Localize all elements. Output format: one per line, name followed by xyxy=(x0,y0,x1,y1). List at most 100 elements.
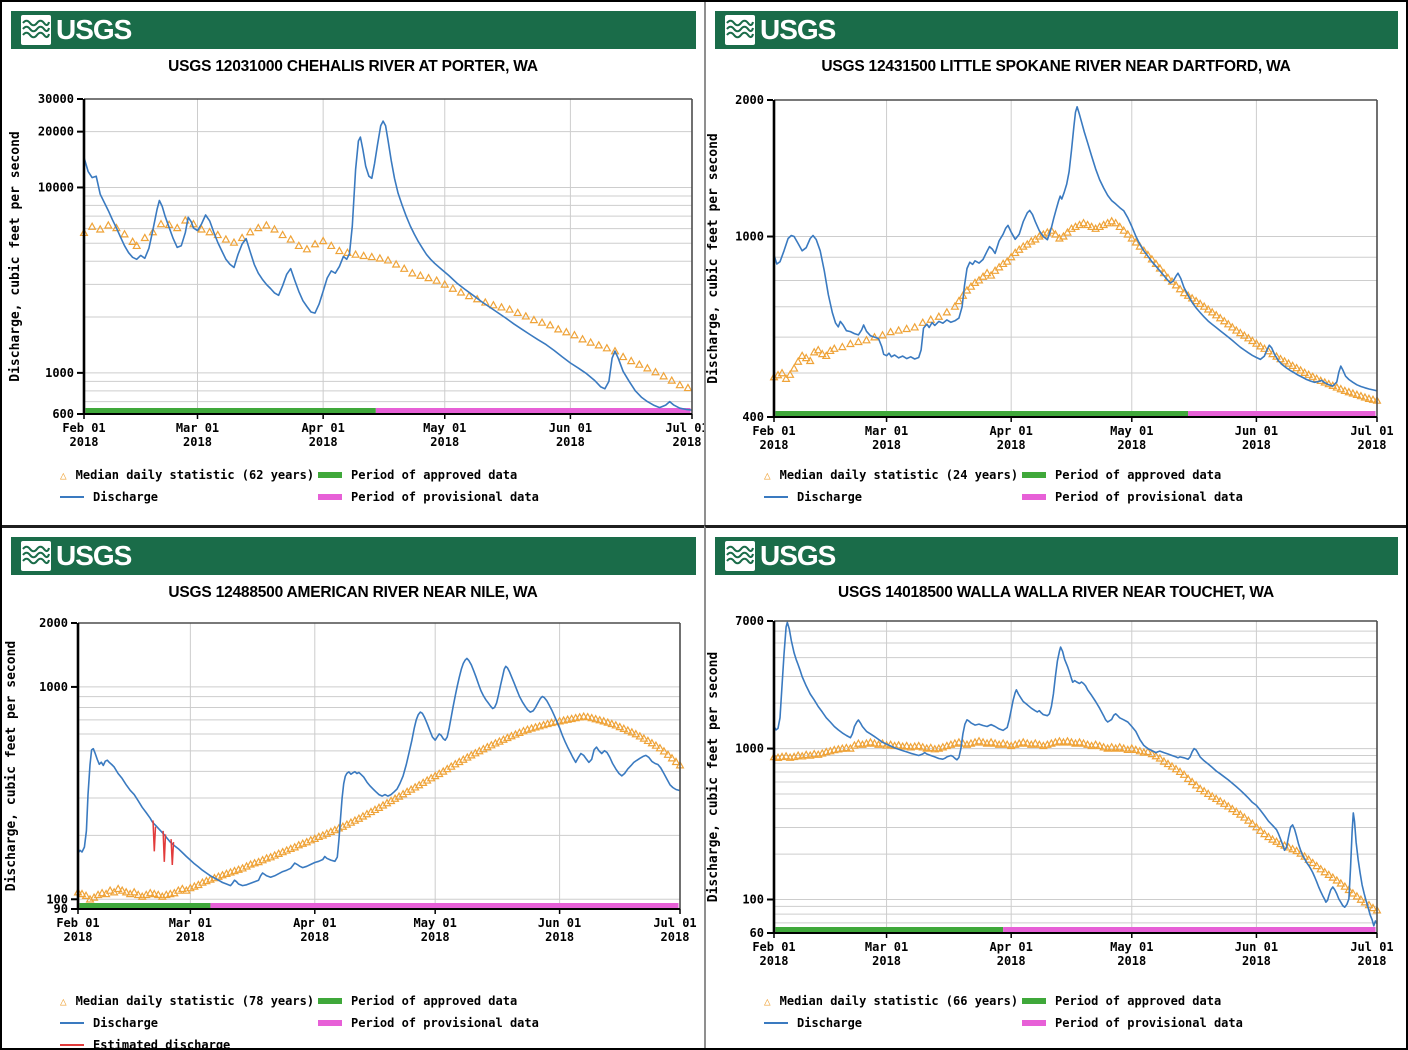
median-triangle xyxy=(547,718,556,727)
approved-bar-icon xyxy=(318,998,342,1004)
median-triangle xyxy=(242,861,251,870)
chart-title: USGS 12488500 AMERICAN RIVER NEAR NILE, … xyxy=(168,584,538,601)
median-triangle-icon: △ xyxy=(764,994,771,1008)
median-triangle xyxy=(1207,791,1217,800)
median-triangle xyxy=(922,743,932,752)
median-triangle xyxy=(785,752,795,761)
median-triangle xyxy=(85,894,95,903)
median-triangle xyxy=(290,842,300,851)
median-triangle xyxy=(1276,354,1285,363)
median-triangle xyxy=(570,330,579,339)
median-triangle xyxy=(258,855,268,864)
median-triangle xyxy=(858,739,867,748)
median-triangle xyxy=(1026,739,1036,748)
x-tick-label: Jun 01 xyxy=(538,916,581,930)
median-triangle xyxy=(386,796,396,805)
median-triangle xyxy=(626,356,636,365)
median-triangle xyxy=(478,744,488,753)
median-triangle xyxy=(1054,736,1064,745)
median-triangle xyxy=(571,713,581,722)
median-triangle xyxy=(634,359,644,368)
median-triangle xyxy=(663,749,673,758)
median-triangle xyxy=(497,302,506,311)
y-tick-label: 30000 xyxy=(38,92,74,106)
median-triangle xyxy=(181,885,191,894)
median-triangle xyxy=(1151,259,1161,268)
usgs-logo-text: USGS xyxy=(760,14,836,45)
median-triangle xyxy=(511,729,520,738)
median-triangle xyxy=(575,712,585,721)
median-triangle xyxy=(406,784,416,793)
median-triangle xyxy=(671,757,681,766)
median-triangle xyxy=(145,888,155,897)
median-triangle xyxy=(1010,248,1020,257)
median-triangle xyxy=(416,270,425,279)
median-triangle xyxy=(362,809,372,818)
median-triangle xyxy=(635,731,645,740)
median-triangle xyxy=(375,253,385,262)
median-triangle xyxy=(966,738,976,747)
x-tick-label-year: 2018 xyxy=(1242,954,1271,968)
median-triangle xyxy=(954,737,964,746)
median-triangle xyxy=(1103,743,1113,752)
median-triangle xyxy=(193,880,203,889)
usgs-logo: USGS xyxy=(21,15,132,45)
median-triangle xyxy=(407,268,417,277)
median-triangle xyxy=(805,356,815,365)
median-triangle xyxy=(330,825,340,834)
median-triangle xyxy=(410,782,420,791)
x-tick-label: Jul 01 xyxy=(653,916,696,930)
median-triangle xyxy=(809,749,819,758)
median-triangle xyxy=(1010,739,1020,748)
median-triangle xyxy=(103,220,113,229)
median-triangle xyxy=(655,743,665,752)
median-triangle xyxy=(440,279,450,288)
median-triangle xyxy=(1095,222,1105,231)
median-triangle xyxy=(77,889,87,898)
legend-item-approved: Period of approved data xyxy=(318,464,539,486)
legend-item-provisional: Period of provisional data xyxy=(1022,1012,1243,1034)
median-triangle xyxy=(990,265,1000,274)
median-triangle xyxy=(1360,897,1370,906)
usgs-header-bar: USGS xyxy=(11,11,696,49)
x-tick-label-year: 2018 xyxy=(70,435,99,449)
median-triangle xyxy=(350,815,360,824)
median-triangle xyxy=(1050,229,1060,238)
median-triangle xyxy=(974,275,984,284)
median-triangle xyxy=(1018,241,1028,250)
median-triangle xyxy=(938,742,948,751)
median-triangle xyxy=(878,738,887,747)
median-triangle xyxy=(837,342,847,351)
median-triangle xyxy=(1199,301,1209,310)
median-triangle xyxy=(185,883,195,892)
median-triangle xyxy=(322,828,332,837)
median-triangle xyxy=(1231,807,1241,815)
median-triangle xyxy=(442,764,452,773)
median-triangle xyxy=(1292,846,1302,855)
median-triangle xyxy=(515,728,524,736)
median-triangle xyxy=(1352,390,1362,398)
median-triangle xyxy=(1026,236,1036,245)
median-triangle xyxy=(470,748,480,757)
median-triangle xyxy=(334,246,344,255)
median-triangle xyxy=(1280,356,1289,365)
median-triangle xyxy=(777,752,787,761)
median-triangle xyxy=(545,320,555,329)
median-triangle xyxy=(1050,737,1060,746)
median-triangle xyxy=(1247,336,1257,345)
approved-period-bar xyxy=(775,927,1004,932)
median-triangle xyxy=(1239,330,1249,339)
median-triangle xyxy=(246,859,255,868)
median-triangle xyxy=(1364,900,1374,909)
median-triangle xyxy=(214,871,223,880)
median-triangle xyxy=(627,727,637,736)
median-triangle xyxy=(498,734,508,743)
y-axis-title: Discharge, cubic feet per second xyxy=(706,133,721,383)
median-triangle-icon: △ xyxy=(60,994,67,1008)
x-tick-label-year: 2018 xyxy=(183,435,212,449)
discharge-line-icon xyxy=(764,496,788,498)
median-triangle xyxy=(519,726,528,735)
median-triangle xyxy=(1320,377,1330,386)
median-triangle xyxy=(1215,796,1225,805)
